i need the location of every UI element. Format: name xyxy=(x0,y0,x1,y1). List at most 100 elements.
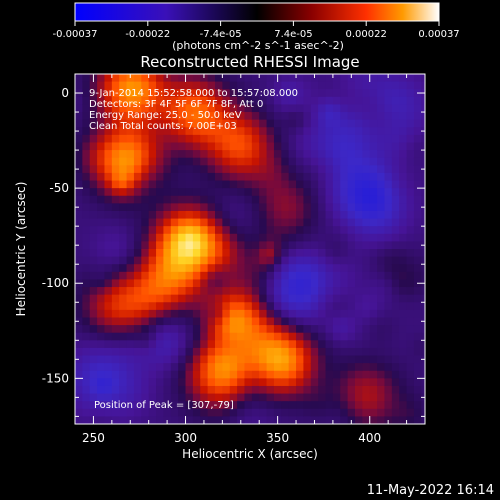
heatmap-cell xyxy=(406,96,415,106)
heatmap-cell xyxy=(82,74,91,83)
heatmap-cell xyxy=(391,203,400,212)
heatmap-cell xyxy=(82,363,91,372)
heatmap-cell xyxy=(126,325,135,334)
heatmap-cell xyxy=(185,188,194,197)
heatmap-cell xyxy=(207,401,216,410)
heatmap-cell xyxy=(355,401,363,410)
heatmap-cell xyxy=(97,256,106,265)
heatmap-cell xyxy=(332,332,341,341)
heatmap-cell xyxy=(97,226,106,235)
heatmap-cell xyxy=(222,74,231,83)
heatmap-cell xyxy=(251,104,260,113)
heatmap-cell xyxy=(126,74,135,83)
heatmap-cell xyxy=(332,81,341,90)
heatmap-cell xyxy=(288,89,297,98)
heatmap-cell xyxy=(192,249,201,258)
heatmap-cell xyxy=(303,96,312,106)
heatmap-cell xyxy=(82,271,91,281)
heatmap-cell xyxy=(178,309,187,319)
heatmap-cell xyxy=(303,112,312,121)
heatmap-cell xyxy=(133,249,142,258)
heatmap-cell xyxy=(222,340,231,349)
heatmap-cell xyxy=(207,119,216,128)
heatmap-cell xyxy=(141,218,150,227)
heatmap-cell xyxy=(75,142,83,151)
heatmap-cell xyxy=(229,119,238,128)
heatmap-cell xyxy=(111,104,120,113)
heatmap-cell xyxy=(111,134,120,144)
heatmap-cell xyxy=(126,180,135,189)
heatmap-cell xyxy=(288,180,297,189)
heatmap-cell xyxy=(133,89,142,98)
heatmap-cell xyxy=(207,355,216,364)
heatmap-cell xyxy=(377,180,386,189)
heatmap-cell xyxy=(237,294,246,303)
heatmap-cell xyxy=(207,180,216,189)
heatmap-cell xyxy=(75,302,83,311)
heatmap-cell xyxy=(266,332,275,341)
heatmap-cell xyxy=(97,157,106,166)
heatmap-cell xyxy=(97,112,106,121)
heatmap-cell xyxy=(288,241,297,250)
heatmap-cell xyxy=(119,226,128,235)
heatmap-cell xyxy=(222,119,231,128)
heatmap-cell xyxy=(156,385,165,395)
heatmap-cell xyxy=(119,264,128,273)
heatmap-cell xyxy=(288,363,297,372)
heatmap-cell xyxy=(355,81,363,90)
heatmap-cell xyxy=(111,157,120,166)
heatmap-cell xyxy=(75,363,83,372)
heatmap-cell xyxy=(384,332,393,341)
heatmap-cell xyxy=(377,210,386,220)
heatmap-cell xyxy=(244,241,253,250)
heatmap-cell xyxy=(340,393,349,402)
heatmap-cell xyxy=(362,332,371,341)
heatmap-cell xyxy=(163,218,172,227)
heatmap-cell xyxy=(229,241,238,250)
heatmap-cell xyxy=(347,302,356,311)
heatmap-cell xyxy=(318,89,327,98)
heatmap-cell xyxy=(369,74,378,83)
heatmap-cell xyxy=(111,74,120,83)
heatmap-cell xyxy=(141,264,150,273)
heatmap-cell xyxy=(296,385,305,395)
heatmap-cell xyxy=(89,134,98,144)
heatmap-cell xyxy=(413,332,422,341)
heatmap-cell xyxy=(288,325,297,334)
heatmap-cell xyxy=(170,96,179,106)
heatmap-cell xyxy=(237,180,246,189)
heatmap-cell xyxy=(288,104,297,113)
heatmap-cell xyxy=(273,393,282,402)
heatmap-cell xyxy=(377,385,386,395)
heatmap-cell xyxy=(391,233,400,242)
heatmap-cell xyxy=(318,256,327,265)
heatmap-cell xyxy=(133,264,142,273)
heatmap-cell xyxy=(332,271,341,281)
heatmap-cell xyxy=(170,416,179,424)
heatmap-cell xyxy=(244,355,253,364)
heatmap-cell xyxy=(244,195,253,204)
heatmap-cell xyxy=(126,393,135,402)
heatmap-cell xyxy=(229,89,238,98)
heatmap-cell xyxy=(325,271,334,281)
heatmap-cell xyxy=(303,119,312,128)
heatmap-cell xyxy=(391,241,400,250)
heatmap-cell xyxy=(229,74,238,83)
heatmap-cell xyxy=(237,408,246,417)
x-axis-label: Heliocentric X (arcsec) xyxy=(182,447,318,461)
heatmap-cell xyxy=(163,287,172,296)
heatmap-cell xyxy=(244,416,253,424)
heatmap-cell xyxy=(288,332,297,341)
heatmap-cell xyxy=(215,165,223,174)
heatmap-cell xyxy=(399,385,408,395)
heatmap-cell xyxy=(369,81,378,90)
y-tick-label: 0 xyxy=(61,86,69,100)
heatmap-cell xyxy=(222,233,231,242)
heatmap-cell xyxy=(111,347,120,357)
heatmap-cell xyxy=(362,74,371,83)
heatmap-cell xyxy=(421,195,425,204)
heatmap-cell xyxy=(192,74,201,83)
heatmap-cell xyxy=(399,127,408,136)
heatmap-cell xyxy=(75,218,83,227)
heatmap-cell xyxy=(163,104,172,113)
